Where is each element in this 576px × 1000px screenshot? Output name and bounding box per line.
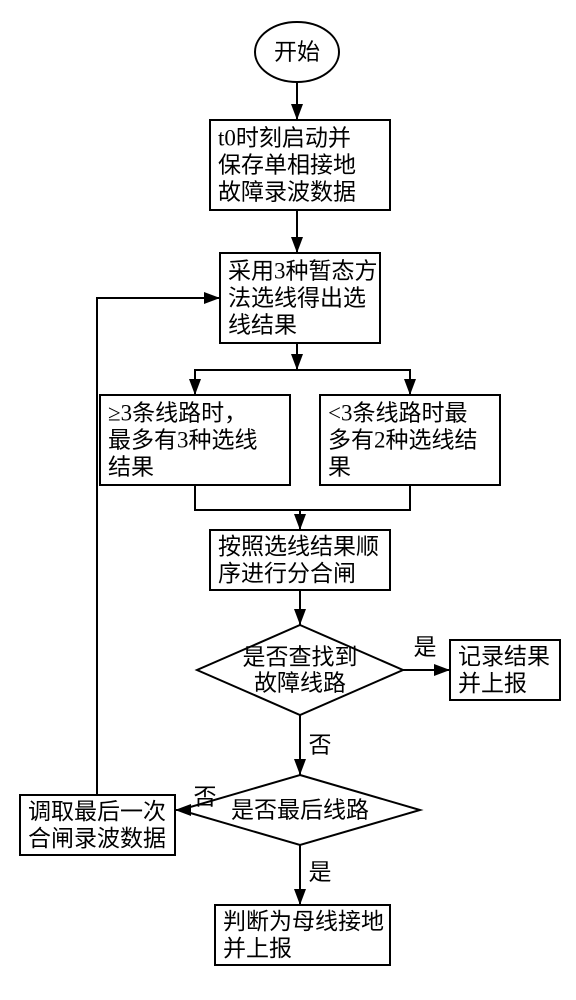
- svg-text:并上报: 并上报: [458, 671, 527, 696]
- svg-text:并上报: 并上报: [223, 936, 292, 961]
- node-d1: 是否查找到故障线路: [197, 625, 403, 715]
- svg-text:最多有3种选线: 最多有3种选线: [108, 428, 258, 453]
- edge-label-10: 否: [309, 733, 332, 758]
- edge-6: [300, 485, 410, 510]
- edge-3: [195, 370, 297, 395]
- svg-text:故障线路: 故障线路: [254, 671, 346, 696]
- svg-text:记录结果: 记录结果: [458, 644, 550, 669]
- svg-text:是否最后线路: 是否最后线路: [231, 798, 369, 823]
- edge-4: [297, 370, 410, 395]
- svg-text:采用3种暂态方: 采用3种暂态方: [228, 259, 378, 284]
- edge-5: [195, 485, 300, 510]
- svg-text:法选线得出选: 法选线得出选: [228, 286, 366, 311]
- svg-text:是否查找到: 是否查找到: [243, 645, 358, 670]
- svg-text:t0时刻启动并: t0时刻启动并: [218, 126, 351, 151]
- edge-label-13: 是: [309, 860, 332, 885]
- svg-text:结果: 结果: [108, 455, 154, 480]
- edge-label-9: 是: [414, 635, 437, 660]
- svg-text:判断为母线接地: 判断为母线接地: [223, 909, 384, 934]
- node-n7: 判断为母线接地并上报: [215, 905, 390, 965]
- svg-text:<3条线路时最: <3条线路时最: [328, 401, 467, 426]
- svg-text:开始: 开始: [274, 40, 320, 65]
- node-n3b: <3条线路时最多有2种选线结果: [320, 395, 500, 485]
- edge-12: [97, 298, 220, 795]
- svg-text:合闸录波数据: 合闸录波数据: [28, 826, 166, 851]
- svg-text:调取最后一次: 调取最后一次: [28, 799, 166, 824]
- svg-text:≥3条线路时，: ≥3条线路时，: [108, 401, 247, 426]
- edge-label-11: 否: [194, 785, 217, 810]
- svg-text:保存单相接地: 保存单相接地: [218, 153, 356, 178]
- node-n4: 按照选线结果顺序进行分合闸: [210, 530, 390, 590]
- svg-text:多有2种选线结: 多有2种选线结: [328, 428, 478, 453]
- node-n3a: ≥3条线路时，最多有3种选线结果: [100, 395, 290, 485]
- svg-text:果: 果: [328, 455, 351, 480]
- node-n1: t0时刻启动并保存单相接地故障录波数据: [210, 120, 390, 210]
- node-start: 开始: [255, 22, 339, 82]
- node-n5: 记录结果并上报: [450, 640, 560, 700]
- svg-text:故障录波数据: 故障录波数据: [218, 180, 356, 205]
- svg-text:序进行分合闸: 序进行分合闸: [218, 561, 356, 586]
- svg-text:线结果: 线结果: [228, 313, 297, 338]
- node-n6: 调取最后一次合闸录波数据: [20, 795, 175, 855]
- node-n2: 采用3种暂态方法选线得出选线结果: [220, 253, 380, 343]
- svg-text:按照选线结果顺: 按照选线结果顺: [218, 534, 379, 559]
